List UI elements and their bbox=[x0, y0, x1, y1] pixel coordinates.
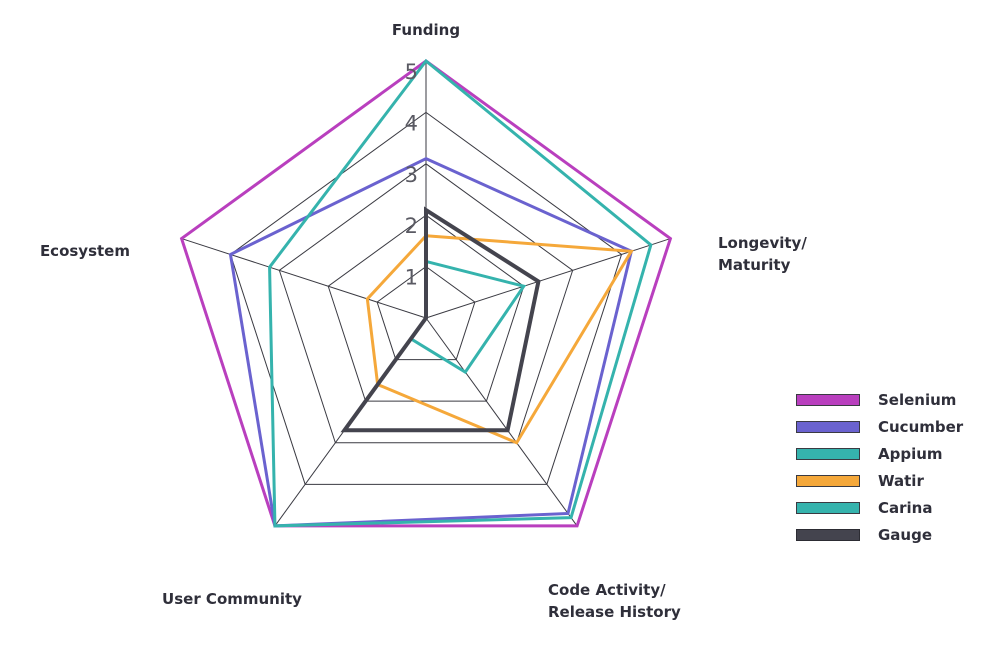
legend-item: Selenium bbox=[796, 386, 963, 413]
axis-label: Code Activity/Release History bbox=[548, 581, 681, 621]
legend-item: Carina bbox=[796, 494, 963, 521]
axis-label: Ecosystem bbox=[40, 242, 130, 260]
axis-label: Longevity/Maturity bbox=[718, 234, 807, 274]
legend-item: Gauge bbox=[796, 521, 963, 548]
axis-label-line: Release History bbox=[548, 603, 681, 621]
axis-label-line: Longevity/ bbox=[718, 234, 807, 252]
grid-spoke bbox=[181, 238, 427, 319]
grid-ring bbox=[376, 265, 476, 361]
legend-label: Cucumber bbox=[878, 417, 964, 436]
series-line bbox=[228, 157, 634, 528]
legend: Selenium Cucumber Appium Watir Carina Ga… bbox=[796, 386, 963, 548]
legend-label: Appium bbox=[878, 444, 943, 463]
legend-swatch bbox=[796, 474, 860, 487]
axis-label: User Community bbox=[162, 590, 302, 608]
series-line bbox=[179, 59, 673, 528]
legend-label: Gauge bbox=[878, 525, 933, 544]
legend-swatch bbox=[796, 420, 860, 433]
series-line bbox=[340, 206, 541, 433]
axis-label-line: Funding bbox=[392, 21, 460, 39]
axis-label-line: Maturity bbox=[718, 256, 791, 274]
legend-label: Watir bbox=[878, 471, 924, 490]
tick-label: 1 bbox=[405, 266, 418, 290]
axis-label-line: Code Activity/ bbox=[548, 581, 666, 599]
radar-series bbox=[179, 58, 673, 528]
grid-spoke bbox=[425, 317, 578, 527]
axis-label-line: User Community bbox=[162, 590, 302, 608]
axis-label: Funding bbox=[392, 21, 460, 39]
legend-swatch bbox=[796, 393, 860, 406]
tick-label: 4 bbox=[405, 111, 418, 135]
legend-swatch bbox=[796, 447, 860, 460]
grid-ring bbox=[278, 163, 574, 444]
radar-axis-labels: Funding Longevity/Maturity Code Activity/R… bbox=[40, 21, 807, 621]
tick-label: 3 bbox=[405, 163, 418, 187]
tick-label: 2 bbox=[405, 214, 418, 238]
series-line bbox=[268, 58, 653, 528]
axis-label-line: Ecosystem bbox=[40, 242, 130, 260]
legend-label: Carina bbox=[878, 498, 933, 517]
grid-ring bbox=[327, 214, 525, 402]
tick-label: 5 bbox=[405, 60, 418, 84]
legend-swatch bbox=[796, 528, 860, 541]
legend-swatch bbox=[796, 501, 860, 514]
legend-item: Watir bbox=[796, 467, 963, 494]
legend-item: Cucumber bbox=[796, 413, 963, 440]
radar-tick-labels: 1 2 3 4 5 bbox=[405, 60, 418, 290]
legend-label: Selenium bbox=[878, 390, 957, 409]
legend-item: Appium bbox=[796, 440, 963, 467]
series-line bbox=[365, 234, 634, 445]
